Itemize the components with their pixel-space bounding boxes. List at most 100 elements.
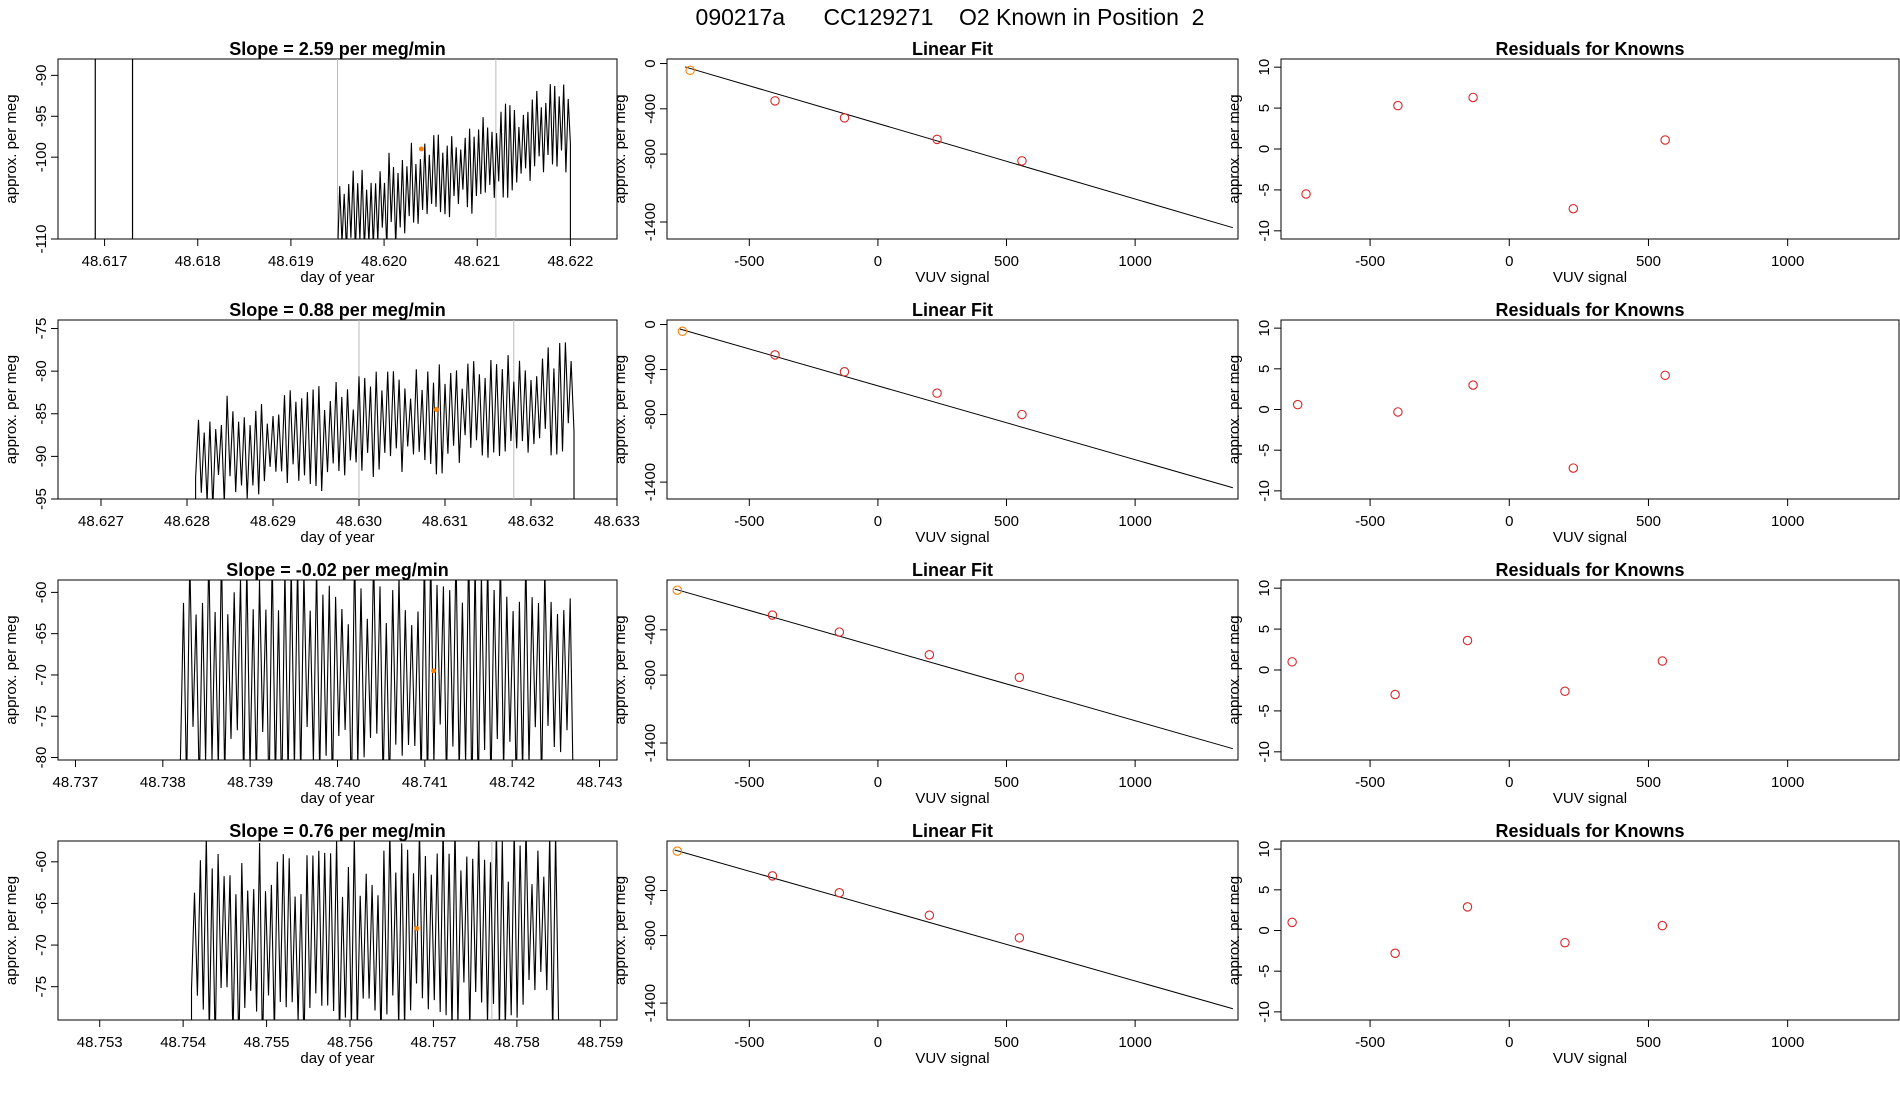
data-point: [1287, 917, 1297, 928]
y-axis-label: approx. per meg: [612, 355, 629, 464]
plot-area: [1287, 635, 1668, 700]
known-marker: [414, 925, 420, 931]
y-tick-label: -5: [1256, 704, 1273, 717]
chart-title: Linear Fit: [912, 821, 993, 841]
x-tick-label: -500: [1355, 513, 1385, 530]
plot-area: [179, 580, 574, 760]
known-point: [685, 65, 695, 76]
y-axis-label: approx. per meg: [3, 876, 20, 985]
x-axis-label: day of year: [300, 790, 374, 807]
plot-area: [1301, 92, 1670, 214]
data-point: [1560, 686, 1570, 697]
y-tick-label: 10: [1256, 841, 1273, 858]
known-marker: [431, 668, 437, 674]
y-tick-label: -65: [33, 623, 50, 645]
plot-area: [672, 585, 1233, 750]
y-tick-label: -10: [1256, 1001, 1273, 1023]
chart-panel-10: Residuals for Knowns -500 0 500 1000 VUV sign…: [1226, 300, 1900, 546]
chart-panel-3: Slope = -0.02 per meg/min 48.737 48.738 48.…: [3, 560, 623, 807]
chart-panel-5: Linear Fit -500 0 500 1000 VUV signal 0 -400 -80…: [612, 39, 1239, 286]
y-axis-label: approx. per meg: [612, 94, 629, 203]
x-tick-label: 48.620: [361, 253, 407, 270]
chart-panel-4: Slope = 0.76 per meg/min 48.753 48.754 48.7…: [3, 821, 623, 1067]
data-point: [834, 627, 845, 637]
y-tick-label: 5: [1256, 625, 1273, 633]
y-tick-label: 0: [1256, 405, 1273, 413]
y-tick-label: -800: [642, 139, 659, 169]
x-tick-label: 1000: [1771, 1034, 1804, 1051]
data-point: [1292, 399, 1303, 410]
data-point: [767, 871, 778, 881]
x-tick-label: 0: [1505, 774, 1513, 791]
y-tick-label: -75: [33, 976, 50, 998]
x-tick-label: 48.755: [244, 1034, 290, 1051]
chart-panel-6: Linear Fit -500 0 500 1000 VUV signal 0 -400 -80…: [612, 300, 1239, 546]
plot-frame: [666, 840, 1239, 1021]
x-tick-label: 1000: [1771, 253, 1804, 270]
y-axis-label: approx. per meg: [1226, 615, 1243, 724]
plot-frame: [1280, 319, 1900, 500]
y-tick-label: -95: [33, 105, 50, 127]
y-tick-label: -90: [33, 65, 50, 87]
plot-area: [1287, 902, 1668, 959]
y-tick-label: -5: [1256, 444, 1273, 457]
y-axis-label: approx. per meg: [1226, 355, 1243, 464]
y-tick-label: -400: [642, 876, 659, 906]
x-tick-label: 48.757: [411, 1034, 457, 1051]
y-axis-label: approx. per meg: [612, 876, 629, 985]
y-tick-label: 5: [1256, 104, 1273, 112]
x-tick-label: 48.629: [250, 513, 296, 530]
data-point: [1660, 370, 1670, 381]
x-tick-label: 48.737: [53, 774, 99, 791]
chart-title: Linear Fit: [912, 560, 993, 580]
x-tick-label: 1000: [1771, 513, 1804, 530]
plot-frame: [1280, 58, 1900, 240]
fit-line: [674, 588, 1233, 750]
data-point: [1014, 933, 1025, 943]
y-tick-label: -70: [33, 934, 50, 956]
plot-frame: [1280, 840, 1900, 1021]
y-tick-label: 5: [1256, 365, 1273, 373]
chart-panel-1: Slope = 2.59 per meg/min 48.617 48.618 48.6…: [3, 39, 618, 286]
x-tick-label: 500: [1636, 774, 1661, 791]
x-tick-label: -500: [734, 513, 764, 530]
data-point: [1468, 380, 1478, 390]
x-tick-label: 500: [994, 513, 1019, 530]
x-axis-label: VUV signal: [915, 269, 989, 286]
x-tick-label: 48.633: [594, 513, 640, 530]
y-tick-label: -70: [33, 664, 50, 686]
y-tick-label: 0: [1256, 926, 1273, 934]
x-axis-label: VUV signal: [1553, 269, 1627, 286]
x-tick-label: 48.743: [577, 774, 623, 791]
data-point: [1568, 463, 1579, 473]
y-tick-label: 0: [642, 59, 659, 67]
x-tick-label: 0: [1505, 253, 1513, 270]
y-tick-label: -60: [33, 851, 50, 873]
chart-title: Residuals for Knowns: [1495, 39, 1684, 59]
data-point: [1014, 672, 1025, 683]
known-marker: [433, 407, 439, 412]
x-axis-label: day of year: [300, 269, 374, 286]
chart-panel-2: Slope = 0.88 per meg/min 48.627 48.628 48.6…: [3, 300, 640, 546]
data-point: [1390, 948, 1400, 959]
y-tick-label: -100: [33, 142, 50, 172]
y-tick-label: -400: [642, 615, 659, 645]
x-tick-label: -500: [1355, 1034, 1385, 1051]
x-tick-label: -500: [734, 774, 764, 791]
x-tick-label: -500: [1355, 774, 1385, 791]
x-tick-label: 1000: [1118, 1034, 1151, 1051]
x-axis-label: VUV signal: [915, 529, 989, 546]
y-tick-label: -10: [1256, 220, 1273, 242]
plot-area: [190, 841, 560, 1020]
data-point: [1390, 689, 1400, 700]
x-axis-label: day of year: [300, 529, 374, 546]
x-tick-label: 48.631: [422, 513, 468, 530]
data-point: [932, 134, 942, 145]
y-tick-label: -65: [33, 893, 50, 915]
x-tick-label: 1000: [1118, 253, 1151, 270]
y-tick-label: -75: [33, 318, 50, 340]
x-tick-label: 1000: [1118, 774, 1151, 791]
data-point: [1287, 657, 1297, 667]
x-tick-label: 48.627: [78, 513, 124, 530]
